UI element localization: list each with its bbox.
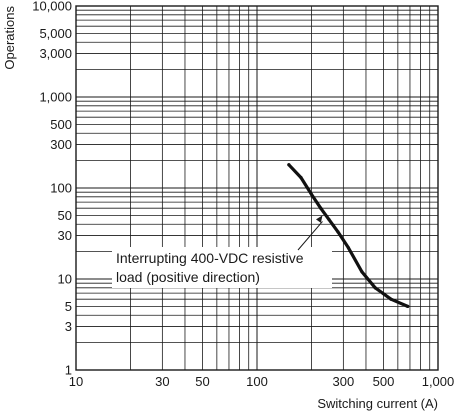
x-tick-label: 500 — [373, 374, 395, 389]
series-point — [336, 230, 340, 234]
y-tick-label: 50 — [58, 208, 72, 223]
series-point — [360, 270, 364, 274]
grid — [75, 5, 439, 371]
series-point — [327, 217, 331, 222]
y-tick-label: 500 — [50, 117, 72, 132]
series-point — [299, 176, 303, 180]
x-tick-label: 30 — [155, 374, 169, 389]
x-tick-label: 50 — [195, 374, 209, 389]
x-tick-label: 100 — [246, 374, 268, 389]
x-tick-label: 300 — [333, 374, 355, 389]
series-layer — [287, 163, 410, 308]
y-tick-label: 30 — [58, 228, 72, 243]
x-tick-label: 1,000 — [422, 374, 455, 389]
x-tick-label: 10 — [69, 374, 83, 389]
y-tick-label: 10 — [58, 272, 72, 287]
annotation-arrow — [297, 221, 323, 251]
y-axis-label: Operations — [2, 6, 17, 70]
x-axis-label: Switching current (A) — [317, 396, 438, 411]
y-tick-label: 300 — [50, 137, 72, 152]
series-point — [389, 297, 393, 301]
y-tick-label: 1,000 — [39, 90, 72, 105]
plot-frame — [75, 5, 439, 371]
series-point — [406, 304, 410, 308]
annotation-line-2: load (positive direction) — [116, 269, 260, 285]
y-tick-label: 1 — [65, 363, 72, 378]
series-point — [319, 206, 323, 210]
annotation-background — [112, 247, 332, 288]
series-point — [346, 246, 351, 250]
y-tick-label: 100 — [50, 181, 72, 196]
y-tick-label: 5 — [65, 299, 72, 314]
y-tick-label: 3,000 — [39, 46, 72, 61]
annotation: Interrupting 400-VDC resistive load (pos… — [112, 215, 332, 288]
y-tick-label: 5,000 — [39, 26, 72, 41]
series-point — [373, 286, 377, 290]
y-tick-label: 3 — [65, 319, 72, 334]
series-point — [287, 163, 291, 167]
y-tick-label: 10,000 — [32, 0, 72, 14]
annotation-arrowhead — [315, 215, 323, 223]
annotation-line-1: Interrupting 400-VDC resistive — [116, 250, 304, 266]
series-point — [309, 192, 314, 197]
tick-labels: 10 30 50 100 300 500 1,000 1 3 5 10 30 50 100 300 500 1,… — [32, 0, 454, 389]
